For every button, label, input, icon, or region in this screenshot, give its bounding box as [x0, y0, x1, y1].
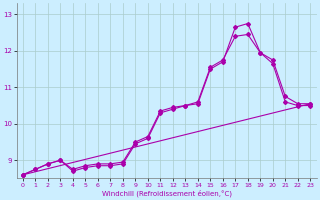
X-axis label: Windchill (Refroidissement éolien,°C): Windchill (Refroidissement éolien,°C) [101, 189, 232, 197]
